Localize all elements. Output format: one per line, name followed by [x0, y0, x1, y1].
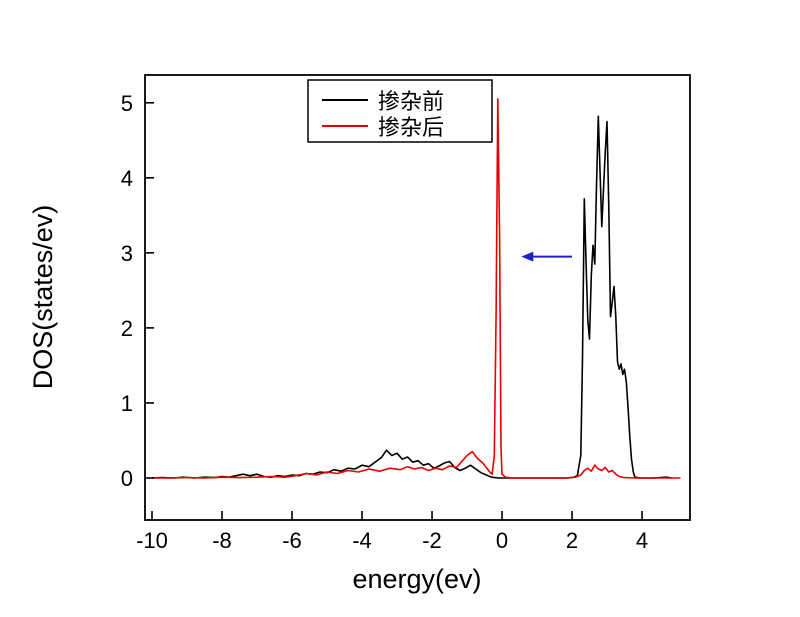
frame-layer — [144, 74, 691, 521]
legend: 掺杂前 掺杂后 — [307, 79, 493, 143]
x-tick-label: -8 — [212, 528, 232, 553]
x-tick-label: -2 — [422, 528, 442, 553]
y-tick-label: 5 — [121, 91, 133, 116]
y-tick-label: 3 — [121, 241, 133, 266]
series-line-1 — [152, 98, 681, 479]
x-tick-label: 0 — [496, 528, 508, 553]
arrow-annotation-layer — [521, 251, 573, 262]
legend-label-after-doping: 掺杂后 — [378, 115, 444, 140]
y-tick-label: 2 — [121, 316, 133, 341]
x-tick-label: 2 — [566, 528, 578, 553]
x-tick-label: -10 — [136, 528, 168, 553]
x-tick-label: 4 — [636, 528, 648, 553]
legend-box — [307, 79, 493, 143]
arrow-head-icon — [521, 251, 534, 262]
plot-frame — [144, 74, 691, 521]
series-line-0 — [151, 115, 672, 479]
legend-label-before-doping: 掺杂前 — [378, 89, 444, 114]
y-tick-label: 0 — [121, 466, 133, 491]
y-tick-label: 1 — [121, 391, 133, 416]
ticks-layer: -10 -8 -6 -4 -2 0 2 4 0 1 2 3 4 5 — [121, 91, 648, 553]
x-axis-title: energy(ev) — [352, 564, 481, 594]
x-tick-label: -4 — [352, 528, 372, 553]
y-axis-title: DOS(states/ev) — [28, 205, 58, 390]
series-layer — [151, 98, 681, 479]
y-tick-label: 4 — [121, 166, 133, 191]
x-tick-label: -6 — [282, 528, 302, 553]
